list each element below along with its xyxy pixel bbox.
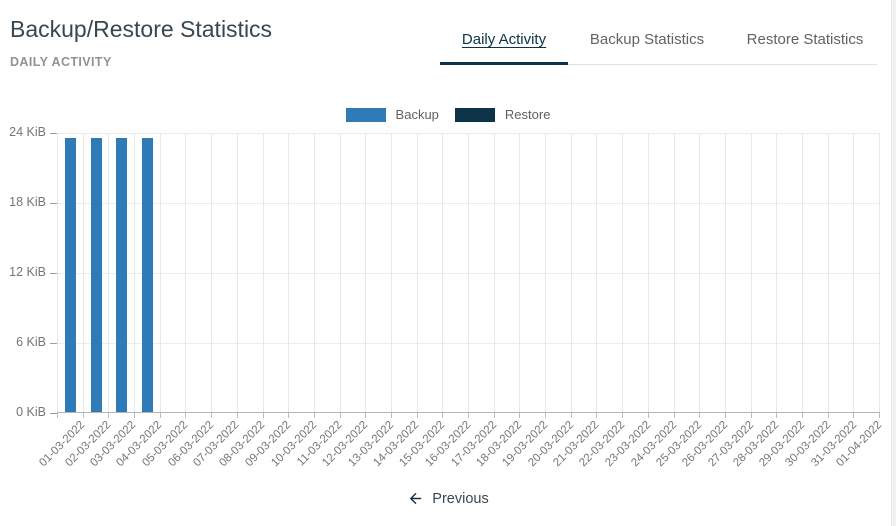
legend-item-restore[interactable]: Restore	[454, 107, 551, 122]
grid-cell	[135, 133, 161, 418]
grid-cell	[57, 133, 84, 418]
grid-cell	[212, 133, 238, 418]
tab-restore-statistics[interactable]: Restore Statistics	[746, 31, 864, 48]
grid-cell	[366, 133, 392, 418]
grid-cell	[854, 133, 880, 418]
tab-divider	[440, 64, 877, 65]
previous-button[interactable]: Previous	[0, 490, 896, 507]
grid-cell	[469, 133, 495, 418]
grid-cell	[675, 133, 701, 418]
grid-cell	[392, 133, 418, 418]
grid-cell	[597, 133, 624, 418]
grid-cell	[520, 133, 547, 418]
y-axis-label: 24 KiB	[9, 125, 46, 139]
grid-cell	[623, 133, 649, 418]
page-title: Backup/Restore Statistics	[10, 16, 273, 42]
grid-cell	[289, 133, 315, 418]
chart-legend: Backup Restore	[0, 107, 896, 122]
active-tab-indicator	[440, 62, 568, 65]
tab-backup-statistics[interactable]: Backup Statistics	[589, 31, 705, 48]
grid-cell	[109, 133, 136, 418]
bar-backup[interactable]	[116, 137, 128, 412]
grid-cell	[341, 133, 367, 418]
legend-label: Backup	[395, 107, 439, 122]
y-axis-tick	[50, 413, 57, 414]
y-axis-label: 18 KiB	[9, 195, 46, 209]
grid-cell	[495, 133, 521, 418]
bar-backup[interactable]	[90, 137, 102, 412]
arrow-left-icon	[410, 492, 422, 505]
legend-item-backup[interactable]: Backup	[345, 107, 439, 122]
scrollbar[interactable]	[891, 0, 896, 526]
previous-label: Previous	[432, 490, 489, 507]
y-axis-label: 12 KiB	[9, 265, 46, 279]
grid-cell	[264, 133, 290, 418]
y-axis-label: 6 KiB	[16, 335, 46, 349]
x-axis: 01-03-2022 02-03-2022 03-03-2022 04-03-2022…	[37, 419, 884, 494]
grid-cell	[726, 133, 752, 418]
legend-label: Restore	[504, 107, 551, 122]
y-axis-tick	[50, 203, 57, 204]
grid-cell	[418, 133, 444, 418]
grid-cell	[315, 133, 341, 418]
grid-cell	[649, 133, 675, 418]
chart-section-title: DAILY ACTIVITY	[10, 55, 112, 69]
y-axis-tick	[50, 273, 57, 274]
grid-cell	[803, 133, 829, 418]
grid-cell	[161, 133, 187, 418]
restore-swatch-icon	[454, 107, 495, 122]
grid-cell	[752, 133, 778, 418]
y-axis-tick	[50, 133, 57, 134]
y-axis-tick	[50, 343, 57, 344]
grid-cell	[777, 133, 803, 418]
y-axis-label: 0 KiB	[16, 405, 46, 419]
backup-swatch-icon	[345, 107, 386, 122]
grid-cell	[238, 133, 264, 418]
tab-daily-activity[interactable]: Daily Activity	[461, 31, 547, 48]
grid-cell	[572, 133, 598, 418]
grid-cell	[443, 133, 469, 418]
plot-area	[57, 133, 880, 418]
grid-cell	[546, 133, 572, 418]
bar-backup[interactable]	[64, 137, 76, 412]
bar-backup[interactable]	[141, 137, 153, 412]
grid-cell	[700, 133, 726, 418]
grid-cell	[829, 133, 855, 418]
grid-cell	[84, 133, 110, 418]
y-axis: 24 KiB 18 KiB 12 KiB 6 KiB 0 KiB	[0, 125, 57, 419]
grid-cell	[186, 133, 213, 418]
